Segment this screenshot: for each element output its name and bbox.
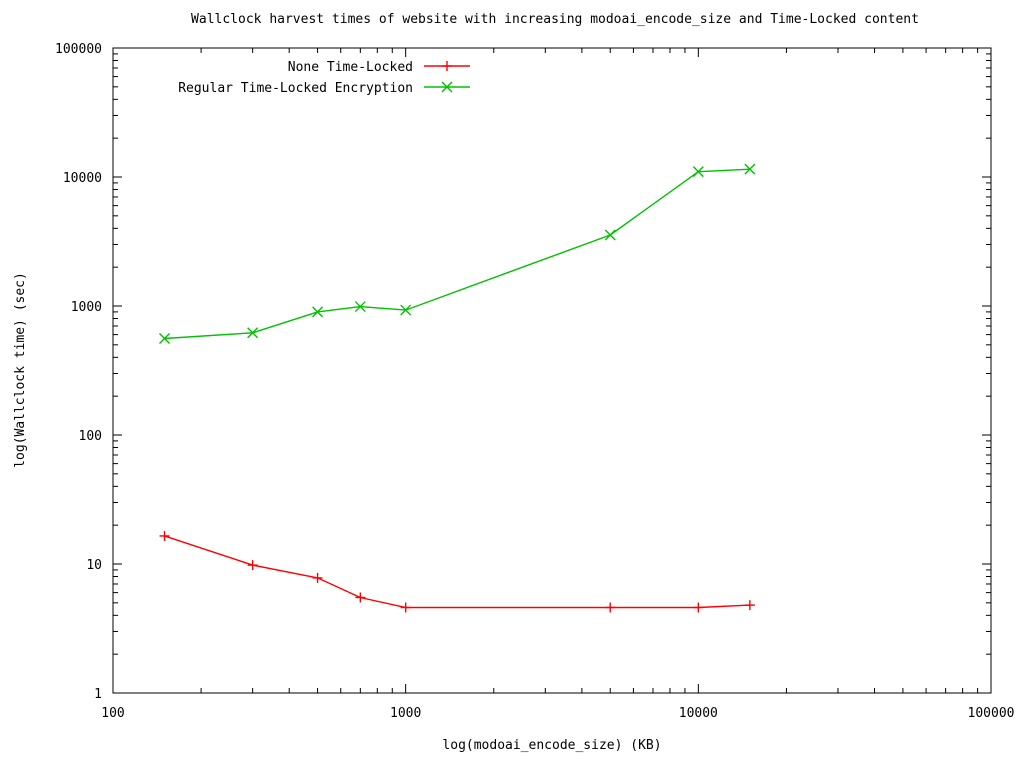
series-layer — [159, 163, 756, 613]
series-2-point-d2 — [692, 166, 704, 178]
chart-title: Wallclock harvest times of website with … — [191, 12, 919, 27]
series-2-point-d2 — [312, 306, 324, 318]
plot-frame — [112, 47, 992, 694]
series-2-point — [159, 332, 171, 344]
x-tick-label: 1000 — [390, 706, 421, 721]
legend-marker — [442, 61, 452, 71]
x-axis: 100 1000 10000 100000 — [101, 48, 1014, 721]
y-tick-label: 1 — [94, 687, 102, 702]
series-2-point — [604, 229, 616, 241]
series-2-point — [692, 166, 704, 178]
x-tick-label: 100000 — [968, 706, 1015, 721]
series-1-point — [693, 602, 704, 613]
legend-marker — [441, 81, 453, 93]
series-2-point — [354, 301, 366, 313]
series-2-point — [247, 327, 259, 339]
y-axis-label: log(Wallclock time) (sec) — [13, 272, 28, 468]
x-axis-label: log(modoai_encode_size) (KB) — [442, 738, 661, 753]
series-1-point — [247, 560, 258, 571]
legend: None Time-Locked Regular Time-Locked Encr… — [178, 60, 470, 96]
series-2-point-d2 — [247, 327, 259, 339]
series-2-point-d2 — [400, 304, 412, 316]
y-tick-label: 10 — [86, 558, 102, 573]
series-1-point — [605, 602, 616, 613]
legend-marker-d2 — [441, 81, 453, 93]
series-2-point-d2 — [604, 229, 616, 241]
series-2-point — [400, 304, 412, 316]
series-1-point — [355, 592, 366, 603]
series-2-line — [164, 168, 750, 340]
series-2-point — [312, 306, 324, 318]
legend-label: Regular Time-Locked Encryption — [178, 81, 413, 96]
series-1-point — [400, 602, 411, 613]
series-1-point — [312, 572, 323, 583]
series-2-point — [744, 163, 756, 175]
series-1-point — [744, 600, 755, 611]
y-axis: 1 10 100 1000 10000 100000 — [55, 42, 991, 702]
y-tick-label: 10000 — [63, 171, 102, 186]
x-tick-label: 10000 — [679, 706, 718, 721]
y-tick-label: 100000 — [55, 42, 102, 57]
series-2-point-d2 — [744, 163, 756, 175]
legend-label: None Time-Locked — [288, 60, 413, 75]
series-1-line — [164, 535, 750, 609]
series-2-point-d2 — [354, 301, 366, 313]
x-tick-label: 100 — [101, 706, 124, 721]
y-tick-label: 1000 — [71, 300, 102, 315]
series-1-point — [159, 530, 170, 541]
y-tick-label: 100 — [79, 429, 102, 444]
series-2-point-d2 — [159, 332, 171, 344]
